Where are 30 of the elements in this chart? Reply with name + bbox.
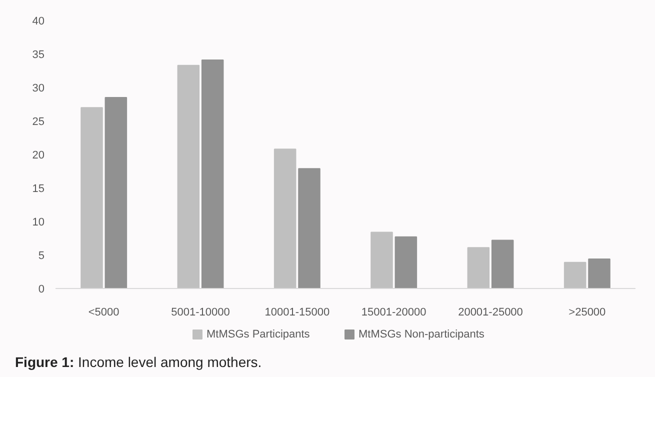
y-tick-label: 40 — [32, 16, 45, 28]
bar — [177, 64, 200, 288]
x-tick-label: <5000 — [88, 306, 120, 318]
y-tick-label: 0 — [38, 284, 45, 296]
bar — [588, 258, 610, 288]
caption: Figure 1: Income level among mothers. — [15, 353, 262, 372]
y-tick-label: 15 — [32, 183, 45, 195]
x-tick-label: 20001-25000 — [458, 306, 523, 318]
legend-label: MtMSGs Non-participants — [358, 328, 485, 340]
y-tick-label: 5 — [38, 250, 45, 262]
x-tick-label: 10001-15000 — [264, 306, 330, 318]
bar — [394, 236, 418, 288]
bar — [201, 60, 224, 288]
bar — [274, 148, 296, 288]
bar — [80, 107, 103, 288]
x-tick-label: 15001-20000 — [361, 306, 426, 318]
x-tick-label: 5001-10000 — [171, 306, 230, 318]
bar — [104, 97, 128, 288]
x-tick-label: >25000 — [568, 306, 606, 318]
bar — [491, 240, 514, 288]
bar — [370, 232, 393, 288]
y-tick-label: 25 — [32, 116, 45, 128]
bar — [564, 262, 586, 288]
y-tick-label: 35 — [32, 49, 45, 61]
y-tick-label: 20 — [32, 150, 45, 162]
bar — [467, 247, 490, 288]
legend-label: MtMSGs Participants — [206, 328, 310, 340]
y-tick-label: 30 — [32, 82, 45, 94]
bar — [298, 168, 320, 288]
y-tick-label: 10 — [32, 216, 45, 228]
